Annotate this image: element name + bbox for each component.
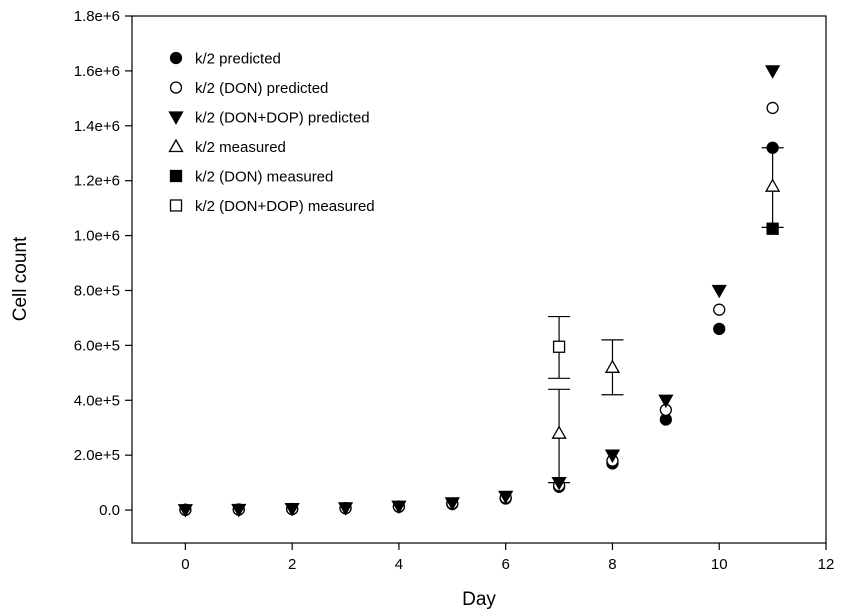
point-k-2-don-dop-predicted xyxy=(498,490,514,505)
legend-label-k-2-predicted: k/2 predicted xyxy=(195,51,281,68)
point-k-2-don-predicted xyxy=(713,303,726,316)
y-tick-label: 0.0 xyxy=(99,502,120,519)
legend-marker-k-2-don-predicted xyxy=(169,81,183,94)
point-k-2-don-dop-predicted xyxy=(337,502,354,516)
point-k-2-don-measured xyxy=(766,222,779,235)
x-axis: 0 2 4 6 8 10 12 xyxy=(181,543,834,573)
point-k-2-don-dop-predicted xyxy=(658,394,674,409)
y-tick-label: 1.6e+6 xyxy=(74,63,120,80)
legend-label-k-2-don-predicted: k/2 (DON) predicted xyxy=(195,80,328,97)
point-k-2-don-dop-predicted xyxy=(177,504,193,518)
y-tick-label: 1.2e+6 xyxy=(74,173,120,190)
legend-marker-k-2-measured xyxy=(168,138,184,153)
x-tick-label: 10 xyxy=(711,556,728,573)
y-tick-label: 1.4e+6 xyxy=(74,118,120,135)
point-k-2-don-dop-predicted xyxy=(391,500,407,515)
data-points xyxy=(177,65,781,518)
y-tick-label: 4.0e+5 xyxy=(74,392,120,409)
plot-frame xyxy=(131,15,827,544)
legend-label-k-2-don-dop-predicted: k/2 (DON+DOP) predicted xyxy=(195,110,370,127)
point-k-2-don-dop-predicted xyxy=(231,503,247,518)
point-k-2-don-predicted xyxy=(766,101,779,115)
point-k-2-measured xyxy=(551,425,567,439)
y-tick-label: 1.8e+6 xyxy=(74,8,120,25)
point-k-2-don-dop-predicted xyxy=(765,65,781,79)
point-k-2-don-dop-measured xyxy=(552,340,566,353)
x-tick-label: 0 xyxy=(181,556,189,573)
point-k-2-predicted xyxy=(713,322,726,336)
point-k-2-measured xyxy=(604,359,621,373)
point-k-2-don-dop-predicted xyxy=(604,449,621,463)
error-bars xyxy=(548,147,784,484)
y-axis-title: Cell count xyxy=(10,236,31,321)
legend-marker-k-2-don-measured xyxy=(169,169,183,183)
legend-marker-k-2-don-dop-measured xyxy=(169,199,183,212)
x-axis-title: Day xyxy=(462,589,496,610)
legend: k/2 predicted k/2 (DON) predicted k/2 (DON… xyxy=(168,51,375,215)
x-tick-label: 4 xyxy=(395,556,403,573)
point-k-2-predicted xyxy=(766,141,779,154)
point-k-2-don-dop-predicted xyxy=(444,497,460,511)
y-axis: 0.0 2.0e+5 4.0e+5 6.0e+5 8.0e+5 1.0e+6 1.2e+6 1… xyxy=(74,8,132,519)
y-tick-label: 1.0e+6 xyxy=(74,228,120,245)
y-tick-label: 2.0e+5 xyxy=(74,447,120,464)
point-k-2-don-dop-predicted xyxy=(284,503,300,517)
point-k-2-don-dop-predicted xyxy=(551,476,567,491)
legend-label-k-2-don-dop-measured: k/2 (DON+DOP) measured xyxy=(195,198,375,215)
legend-marker-k-2-don-dop-predicted xyxy=(168,111,184,125)
y-tick-label: 6.0e+5 xyxy=(74,337,120,354)
point-k-2-don-dop-predicted xyxy=(711,284,727,299)
legend-label-k-2-measured: k/2 measured xyxy=(195,139,286,156)
point-k-2-measured xyxy=(765,178,781,192)
legend-marker-k-2-predicted xyxy=(169,51,183,65)
x-tick-label: 12 xyxy=(818,556,835,573)
x-tick-label: 2 xyxy=(288,556,296,573)
y-tick-label: 8.0e+5 xyxy=(74,282,120,299)
x-tick-label: 6 xyxy=(502,556,510,573)
x-tick-label: 8 xyxy=(608,556,616,573)
legend-label-k-2-don-measured: k/2 (DON) measured xyxy=(195,169,333,186)
